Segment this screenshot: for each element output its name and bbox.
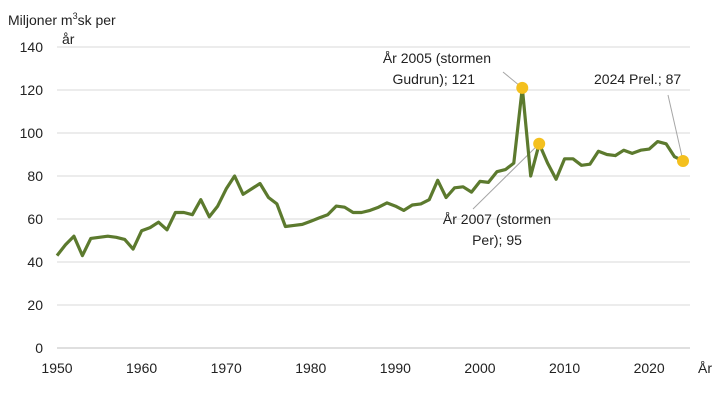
highlight-point-2007	[533, 137, 546, 150]
x-tick-labels: 1950 1960 1970 1980 1990 2000 2010 2020	[41, 360, 665, 376]
x-tick-label: 1960	[126, 360, 157, 376]
y-axis-label-line2: år	[62, 31, 75, 47]
y-tick-label: 60	[27, 211, 43, 227]
x-tick-label: 1970	[211, 360, 242, 376]
annotation-2024-line1: 2024 Prel.; 87	[594, 71, 681, 87]
x-tick-label: 2020	[634, 360, 665, 376]
x-tick-label: 2000	[464, 360, 495, 376]
annotation-2005-line1: År 2005 (stormen	[383, 50, 491, 66]
x-tick-label: 1980	[295, 360, 326, 376]
gridlines	[57, 46, 690, 306]
annotation-2007-line2: Per); 95	[472, 232, 522, 248]
y-axis-label-superscript: 3	[73, 11, 78, 21]
highlight-markers	[516, 81, 689, 167]
y-tick-labels: 0 20 40 60 80 100 120 140	[20, 39, 44, 356]
y-tick-label: 80	[27, 168, 43, 184]
x-tick-label: 1950	[41, 360, 72, 376]
y-tick-label: 40	[27, 254, 43, 270]
leader-line-2024	[667, 94, 684, 162]
x-tick-label: 1990	[380, 360, 411, 376]
highlight-point-2005	[516, 81, 529, 94]
x-axis-label: År	[698, 360, 712, 376]
x-tick-label: 2010	[549, 360, 580, 376]
y-tick-label: 0	[35, 340, 43, 356]
y-tick-label: 140	[20, 39, 44, 55]
annotation-2005-line2: Gudrun); 121	[393, 71, 476, 87]
y-tick-label: 20	[27, 297, 43, 313]
series-line	[55, 86, 684, 258]
highlight-point-2024	[677, 154, 689, 167]
y-tick-label: 120	[20, 82, 44, 98]
annotation-leader-lines	[472, 71, 684, 210]
y-tick-label: 100	[20, 125, 44, 141]
y-axis-label: Miljoner m3sk per	[8, 11, 116, 28]
annotation-2007-line1: År 2007 (stormen	[443, 211, 551, 227]
